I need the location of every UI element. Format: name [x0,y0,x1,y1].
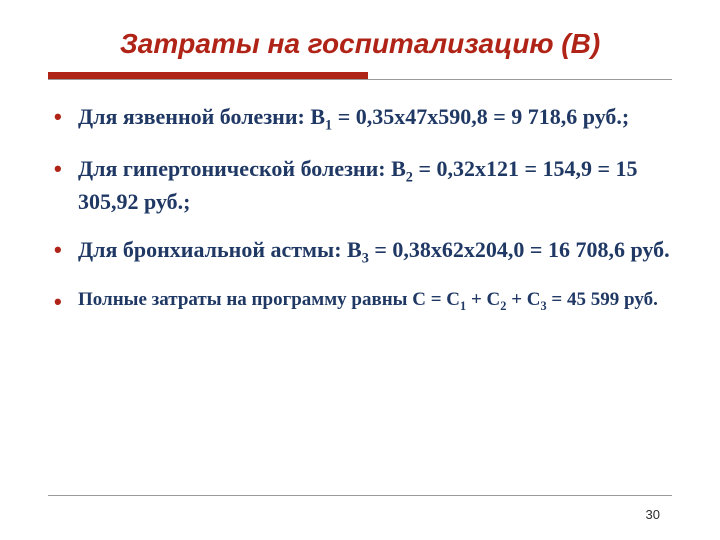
bullet-text-rest: = 0,38х62х204,0 = 16 708,6 руб. [369,237,670,262]
title-underline [48,72,672,80]
total-text: + С [506,289,540,310]
total-text: Полные затраты на программу равны С = С [78,289,460,310]
list-item: Для бронхиальной астмы: B3 = 0,38х62х204… [48,235,672,269]
bullet-list: Для язвенной болезни: B1 = 0,35х47х590,8… [48,102,672,314]
slide-title: Затраты на госпитализацию (В) [48,28,672,60]
rule-gray [48,79,672,80]
page-number: 30 [646,507,660,522]
footer-rule [48,495,672,496]
bullet-text-prefix: Для бронхиальной астмы: B [78,237,362,262]
subscript: 2 [406,169,413,185]
bullet-text-rest: = 0,35х47х590,8 = 9 718,6 руб.; [332,104,629,129]
list-item-total: Полные затраты на программу равны С = С1… [48,287,672,314]
bullet-text-prefix: Для гипертонической болезни: B [78,156,406,181]
bullet-text-prefix: Для язвенной болезни: B [78,104,325,129]
slide: Затраты на госпитализацию (В) Для язвенн… [0,0,720,540]
total-text: + С [466,289,500,310]
total-text: = 45 599 руб. [547,289,658,310]
list-item: Для язвенной болезни: B1 = 0,35х47х590,8… [48,102,672,136]
list-item: Для гипертонической болезни: B2 = 0,32х1… [48,154,672,217]
subscript: 3 [362,250,369,266]
